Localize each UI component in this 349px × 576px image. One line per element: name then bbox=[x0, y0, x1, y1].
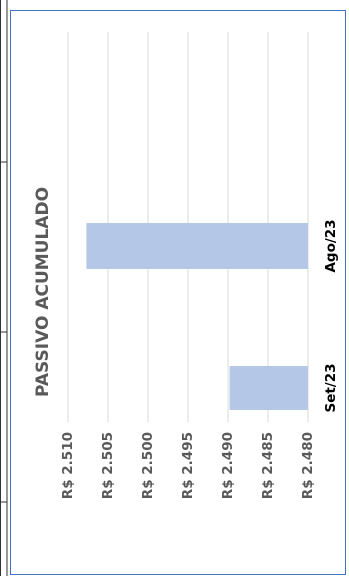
value-tick-labels: R$ 2.510 R$ 2.505 R$ 2.500 R$ 2.495 R$ 2.490… bbox=[60, 432, 316, 499]
chart-title: PASSIVO ACUMULADO bbox=[33, 187, 53, 397]
chart-area-border bbox=[10, 10, 346, 575]
bar bbox=[86, 223, 309, 269]
value-tick-label: R$ 2.500 bbox=[140, 432, 156, 499]
value-tick-label: R$ 2.490 bbox=[220, 432, 236, 499]
category-label: Ago/23 bbox=[323, 219, 339, 272]
value-tick-label: R$ 2.480 bbox=[300, 432, 316, 499]
bars bbox=[86, 223, 309, 410]
value-tick-label: R$ 2.485 bbox=[260, 432, 276, 499]
bar bbox=[229, 366, 308, 410]
category-label: Set/23 bbox=[323, 363, 339, 412]
value-tick-label: R$ 2.495 bbox=[180, 432, 196, 499]
value-tick-label: R$ 2.510 bbox=[60, 432, 76, 499]
value-tick-label: R$ 2.505 bbox=[100, 432, 116, 499]
category-labels: Ago/23 Set/23 bbox=[323, 219, 339, 412]
